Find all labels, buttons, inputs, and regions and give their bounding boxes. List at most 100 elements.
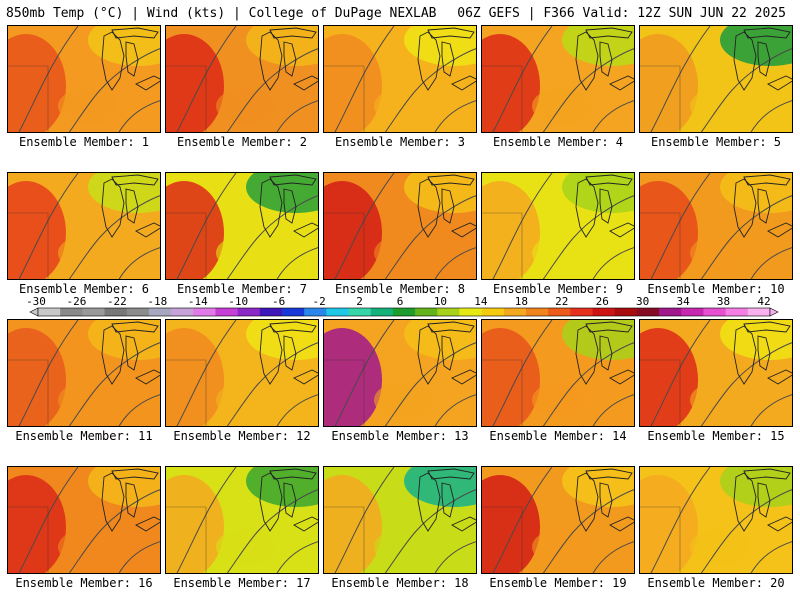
warm-core-shading	[482, 181, 540, 279]
height-contour	[700, 489, 792, 573]
cool-region-shading	[88, 467, 160, 507]
ensemble-member-label: Ensemble Member: 7	[176, 282, 308, 296]
ensemble-map-panel	[165, 172, 319, 280]
height-contour	[118, 247, 160, 279]
ensemble-map-panel	[323, 25, 477, 133]
great-lakes-outline	[125, 482, 139, 518]
height-contour	[650, 467, 711, 573]
ensemble-member-label: Ensemble Member: 5	[650, 135, 782, 149]
ensemble-map-panel	[7, 25, 161, 133]
colorbar-segment	[82, 308, 106, 316]
height-contour	[434, 247, 476, 279]
state-border	[8, 212, 49, 279]
warm-core-shading	[482, 328, 540, 426]
great-lakes-outline	[743, 321, 791, 333]
cool-region-shading	[404, 26, 476, 66]
height-contour	[68, 48, 160, 132]
ensemble-member-label: Ensemble Member: 11	[15, 429, 153, 443]
great-lakes-outline	[441, 188, 455, 224]
colorbar-segment	[304, 308, 327, 316]
cool-region-shading	[720, 467, 792, 507]
great-lakes-outline	[293, 369, 318, 385]
great-lakes-outline	[767, 222, 792, 238]
colorbar-segment	[526, 308, 549, 316]
great-lakes-outline	[757, 41, 771, 77]
header-run-info: 06Z GEFS | F366 Valid: 12Z SUN JUN 22 20…	[457, 6, 786, 21]
colorbar-tick-label: -26	[67, 295, 87, 308]
state-border	[8, 65, 49, 132]
ensemble-member-label: Ensemble Member: 18	[331, 576, 469, 590]
colorbar-tick-label: -30	[26, 295, 46, 308]
ensemble-map-panel	[639, 466, 793, 574]
ensemble-map-panel	[481, 172, 635, 280]
cool-region-shading	[720, 320, 792, 360]
warm-core-shading	[8, 181, 66, 279]
colorbar-segment	[614, 308, 638, 316]
colorbar-tick-label: 2	[356, 295, 363, 308]
state-border	[8, 359, 49, 426]
great-lakes-outline	[757, 335, 771, 371]
height-contour	[176, 173, 237, 279]
colorbar-segment	[681, 308, 704, 316]
great-lakes-outline	[293, 75, 318, 91]
cool-region-shading	[720, 26, 792, 66]
ensemble-member-label: Ensemble Member: 1	[18, 135, 150, 149]
great-lakes-outline	[269, 174, 317, 186]
height-contour	[492, 26, 553, 132]
colorbar-tick-label: 10	[434, 295, 447, 308]
state-border	[640, 359, 681, 426]
height-contour	[118, 394, 160, 426]
warm-core-shading	[640, 34, 698, 132]
colorbar-tick-label: 34	[676, 295, 690, 308]
height-contour	[700, 195, 792, 279]
height-contour	[750, 247, 792, 279]
height-contour	[226, 489, 318, 573]
great-lakes-outline	[283, 41, 297, 77]
ensemble-member-label: Ensemble Member: 16	[15, 576, 153, 590]
cool-region-shading	[562, 467, 634, 507]
ensemble-member-label: Ensemble Member: 14	[489, 429, 627, 443]
height-contour	[750, 541, 792, 573]
state-border	[324, 212, 365, 279]
colorbar-tick-label: -2	[312, 295, 325, 308]
state-border	[166, 65, 207, 132]
colorbar-segment	[282, 308, 305, 316]
colorbar-segment	[437, 308, 460, 316]
height-contour	[700, 342, 792, 426]
great-lakes-outline	[743, 27, 791, 39]
ensemble-map-panel	[165, 466, 319, 574]
great-lakes-outline	[599, 41, 613, 77]
warm-core-shading	[482, 475, 540, 573]
ensemble-member-label: Ensemble Member: 3	[334, 135, 466, 149]
height-contour	[226, 195, 318, 279]
colorbar-segment	[126, 308, 150, 316]
height-contour	[334, 173, 395, 279]
height-contour	[384, 489, 476, 573]
colorbar-segment	[259, 308, 283, 316]
height-contour	[176, 26, 237, 132]
ensemble-map-panel	[639, 319, 793, 427]
great-lakes-outline	[283, 188, 297, 224]
height-contour	[434, 541, 476, 573]
great-lakes-outline	[283, 335, 297, 371]
warm-core-shading	[640, 328, 698, 426]
great-lakes-outline	[585, 174, 633, 186]
height-contour	[434, 394, 476, 426]
great-lakes-outline	[451, 222, 476, 238]
height-contour	[384, 48, 476, 132]
warm-core-shading	[324, 328, 382, 426]
colorbar-segment	[392, 308, 416, 316]
state-border	[482, 506, 523, 573]
height-contour	[650, 320, 711, 426]
cool-region-shading	[246, 173, 318, 213]
state-border	[324, 359, 365, 426]
cool-region-shading	[404, 173, 476, 213]
great-lakes-outline	[111, 27, 159, 39]
ensemble-map-panel	[639, 172, 793, 280]
colorbar-segment	[348, 308, 372, 316]
great-lakes-outline	[293, 516, 318, 532]
height-contour	[542, 342, 634, 426]
height-contour	[384, 342, 476, 426]
colorbar-right-arrow	[769, 307, 779, 317]
warm-core-shading	[8, 34, 66, 132]
